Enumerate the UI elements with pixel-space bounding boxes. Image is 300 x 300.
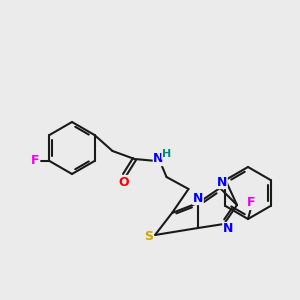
Text: N: N (153, 152, 164, 166)
Text: N: N (223, 223, 233, 236)
Text: N: N (193, 191, 203, 205)
Text: O: O (118, 176, 129, 188)
Text: H: H (162, 149, 171, 159)
Text: F: F (31, 154, 40, 167)
Text: S: S (145, 230, 154, 244)
Text: F: F (247, 196, 255, 209)
Text: N: N (217, 176, 227, 188)
